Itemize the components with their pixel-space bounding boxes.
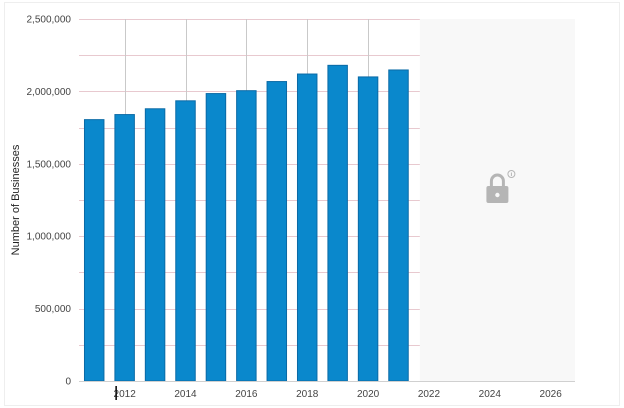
x-tick-label: 2016 — [235, 389, 258, 400]
bars — [83, 64, 409, 382]
x-tick-label: 2026 — [540, 389, 563, 400]
y-tick-label: 2,500,000 — [27, 15, 72, 26]
axes: 0 500,000 1,000,000 1,500,000 2,000,000 2,500… — [27, 15, 575, 400]
bar-2019[interactable] — [327, 64, 348, 382]
x-tick-label: 2024 — [479, 389, 502, 400]
x-tick-label: 2022 — [418, 389, 441, 400]
chart-frame: 0 500,000 1,000,000 1,500,000 2,000,000 2,500… — [4, 2, 620, 406]
x-tick-label: 2012 — [114, 389, 137, 400]
bar-2013[interactable] — [144, 108, 166, 382]
y-tick-label: 0 — [65, 377, 71, 388]
y-axis-title: Number of Businesses — [10, 144, 22, 255]
bar-2014[interactable] — [175, 100, 196, 382]
bar-2011[interactable] — [83, 119, 105, 382]
locked-region — [419, 19, 575, 381]
bar-2012[interactable] — [114, 114, 135, 382]
bar-2020[interactable] — [357, 76, 379, 382]
lock-icon — [486, 173, 509, 203]
bar-2021[interactable] — [388, 69, 409, 382]
x-tick-label: 2020 — [357, 389, 380, 400]
x-tick-label: 2018 — [296, 389, 319, 400]
bar-2017[interactable] — [266, 81, 288, 382]
info-icon[interactable] — [507, 170, 516, 178]
bar-chart: 0 500,000 1,000,000 1,500,000 2,000,000 2,500… — [10, 15, 575, 400]
y-tick-label: 1,500,000 — [27, 159, 72, 170]
y-tick-label: 2,000,000 — [27, 87, 72, 98]
y-tick-label: 1,000,000 — [27, 232, 72, 243]
x-tick-label: 2014 — [174, 389, 197, 400]
bar-2016[interactable] — [236, 90, 257, 382]
bar-2015[interactable] — [205, 93, 227, 382]
y-tick-label: 500,000 — [35, 304, 72, 315]
bar-2018[interactable] — [296, 73, 318, 382]
